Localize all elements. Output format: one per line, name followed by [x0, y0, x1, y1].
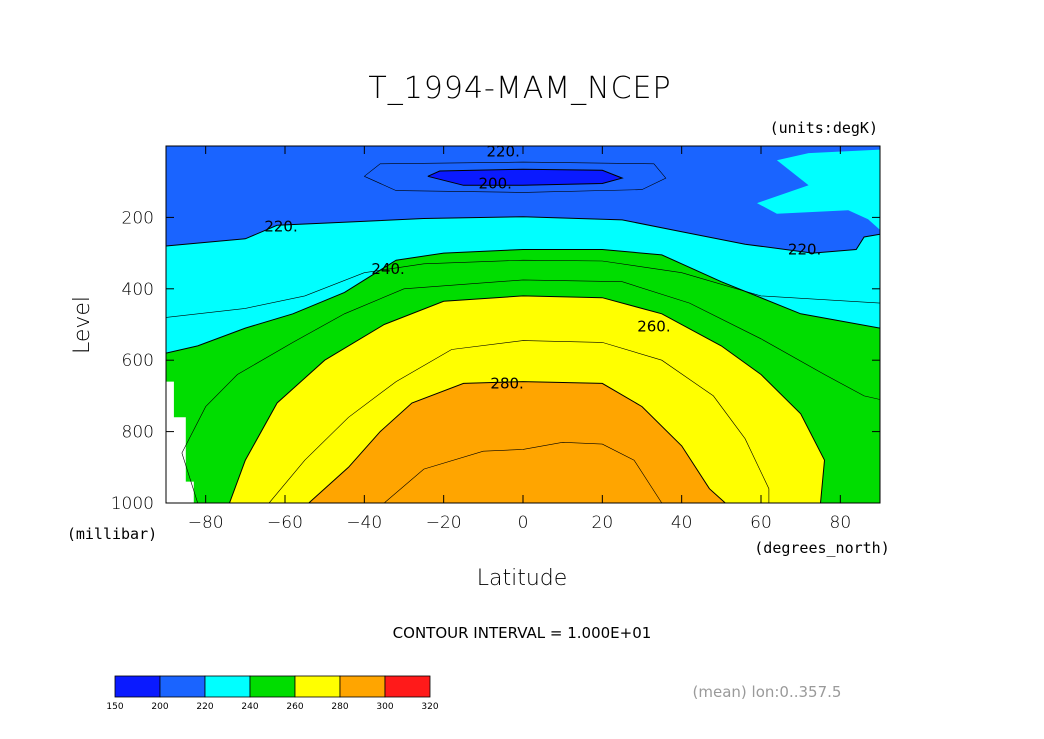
contour-label: 240. — [371, 260, 404, 278]
contour-line — [364, 161, 667, 193]
y-tick-label: 800 — [122, 423, 154, 443]
filled-region-280 — [308, 381, 726, 503]
colorbar-label: 200 — [151, 702, 168, 712]
contour-line — [181, 279, 880, 503]
contour-label: 220. — [264, 217, 297, 235]
x-tick-label: 60 — [750, 513, 772, 533]
y-tick-label: 1000 — [111, 494, 154, 514]
x-tick-label: 40 — [671, 513, 693, 533]
chart-title: T_1994-MAM_NCEP — [368, 71, 671, 106]
colorbar-swatch — [204, 675, 251, 698]
x-tick-label: 0 — [518, 513, 529, 533]
contour-label: 200. — [479, 174, 512, 192]
filled-region-210 — [427, 169, 623, 186]
contour-label: 220. — [486, 142, 519, 160]
mean-note: (mean) lon:0..357.5 — [693, 683, 842, 701]
plot-area: 220. 200. 220. 220. 240. 260. 280. — [166, 142, 880, 503]
contour-line — [166, 259, 880, 318]
y-units-label: (millibar) — [67, 525, 157, 543]
contour-interval-text: CONTOUR INTERVAL = 1.000E+01 — [393, 624, 652, 642]
contour-line — [308, 381, 726, 503]
contour-line — [166, 216, 880, 254]
x-tick-label: −20 — [426, 513, 462, 533]
y-axis: 200 400 600 800 1000 — [111, 208, 880, 514]
y-tick-label: 200 — [122, 208, 154, 228]
colorbar-swatch — [159, 675, 206, 698]
colorbar-swatch — [339, 675, 386, 698]
colorbar-label: 280 — [331, 702, 348, 712]
colorbar-label: 150 — [106, 702, 123, 712]
filled-contours — [166, 146, 880, 503]
x-axis: −80 −60 −40 −20 0 20 40 60 80 — [188, 146, 851, 533]
filled-region-210 — [166, 381, 194, 503]
colorbar-swatch — [114, 675, 161, 698]
x-axis-label: Latitude — [477, 566, 568, 591]
contour-labels: 220. 200. 220. 220. 240. 260. 280. — [264, 142, 821, 392]
contour-lines — [166, 161, 880, 503]
contour-line — [268, 340, 770, 503]
filled-region-200 — [166, 146, 880, 254]
colorbar-swatch — [384, 675, 431, 698]
y-tick-label: 600 — [122, 351, 154, 371]
colorbar-label: 320 — [421, 702, 438, 712]
contour-line — [166, 249, 880, 354]
colorbar: 150 200 220 240 260 280 300 320 — [106, 675, 439, 712]
contour-label: 220. — [788, 241, 821, 259]
colorbar-label: 260 — [286, 702, 303, 712]
colorbar-swatch — [294, 675, 341, 698]
x-units-label: (degrees_north) — [754, 539, 889, 557]
x-tick-label: −80 — [188, 513, 224, 533]
x-tick-label: −60 — [267, 513, 303, 533]
colorbar-label: 300 — [376, 702, 393, 712]
colorbar-swatch — [249, 675, 296, 698]
y-tick-label: 400 — [122, 280, 154, 300]
contour-label: 260. — [637, 317, 670, 335]
y-axis-label: Level — [70, 296, 95, 354]
x-tick-label: −40 — [346, 513, 382, 533]
x-tick-label: 80 — [830, 513, 852, 533]
colorbar-label: 220 — [196, 702, 213, 712]
x-tick-label: 20 — [592, 513, 614, 533]
contour-line — [427, 168, 624, 186]
contour-line — [229, 295, 826, 503]
units-label: (units:degK) — [770, 119, 878, 137]
contour-line — [384, 441, 663, 503]
contour-label: 280. — [490, 374, 523, 392]
colorbar-label: 240 — [241, 702, 258, 712]
